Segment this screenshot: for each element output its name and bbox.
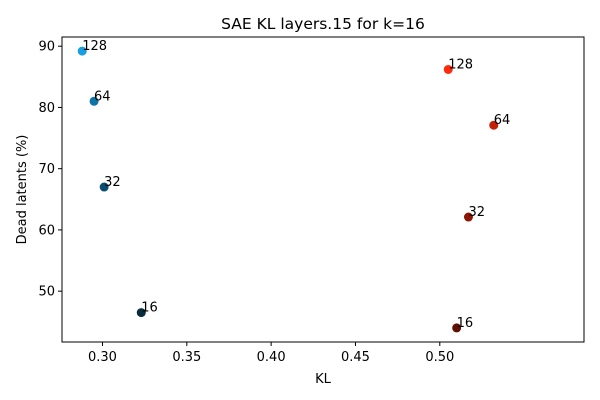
x-tick-label: 0.45 bbox=[341, 350, 370, 365]
data-point bbox=[136, 308, 146, 318]
plot-area: 0.30 0.35 0.40 0.45 0.50 50 60 70 80 90 128 64 32 16 1… bbox=[38, 39, 510, 365]
y-tick-label: 80 bbox=[38, 101, 55, 116]
x-tick-label: 0.35 bbox=[172, 350, 201, 365]
data-point bbox=[489, 120, 499, 130]
data-point-label: 32 bbox=[468, 205, 485, 220]
y-tick-label: 70 bbox=[38, 162, 55, 177]
data-point bbox=[89, 96, 99, 106]
axes-frame bbox=[61, 36, 585, 343]
x-tick-label: 0.30 bbox=[88, 350, 117, 365]
y-tick-label: 50 bbox=[38, 285, 55, 300]
chart-title: SAE KL layers.15 for k=16 bbox=[221, 15, 425, 33]
x-tick-label: 0.50 bbox=[425, 350, 454, 365]
data-point-label: 128 bbox=[448, 57, 473, 72]
data-point-label: 32 bbox=[104, 175, 121, 190]
y-axis-title: Dead latents (%) bbox=[15, 135, 30, 245]
data-point-label: 64 bbox=[494, 113, 511, 128]
data-point bbox=[443, 64, 453, 74]
data-point bbox=[463, 212, 473, 222]
data-point-label: 128 bbox=[82, 39, 107, 54]
y-tick-label: 90 bbox=[38, 40, 55, 55]
data-point bbox=[99, 182, 109, 192]
data-point-label: 16 bbox=[457, 316, 474, 331]
x-tick-label: 0.40 bbox=[257, 350, 286, 365]
data-point-label: 64 bbox=[94, 89, 111, 104]
data-point-label: 16 bbox=[141, 301, 158, 316]
x-axis-title: KL bbox=[315, 372, 332, 387]
data-point bbox=[452, 323, 462, 333]
data-point bbox=[77, 46, 87, 56]
y-tick-label: 60 bbox=[38, 223, 55, 238]
